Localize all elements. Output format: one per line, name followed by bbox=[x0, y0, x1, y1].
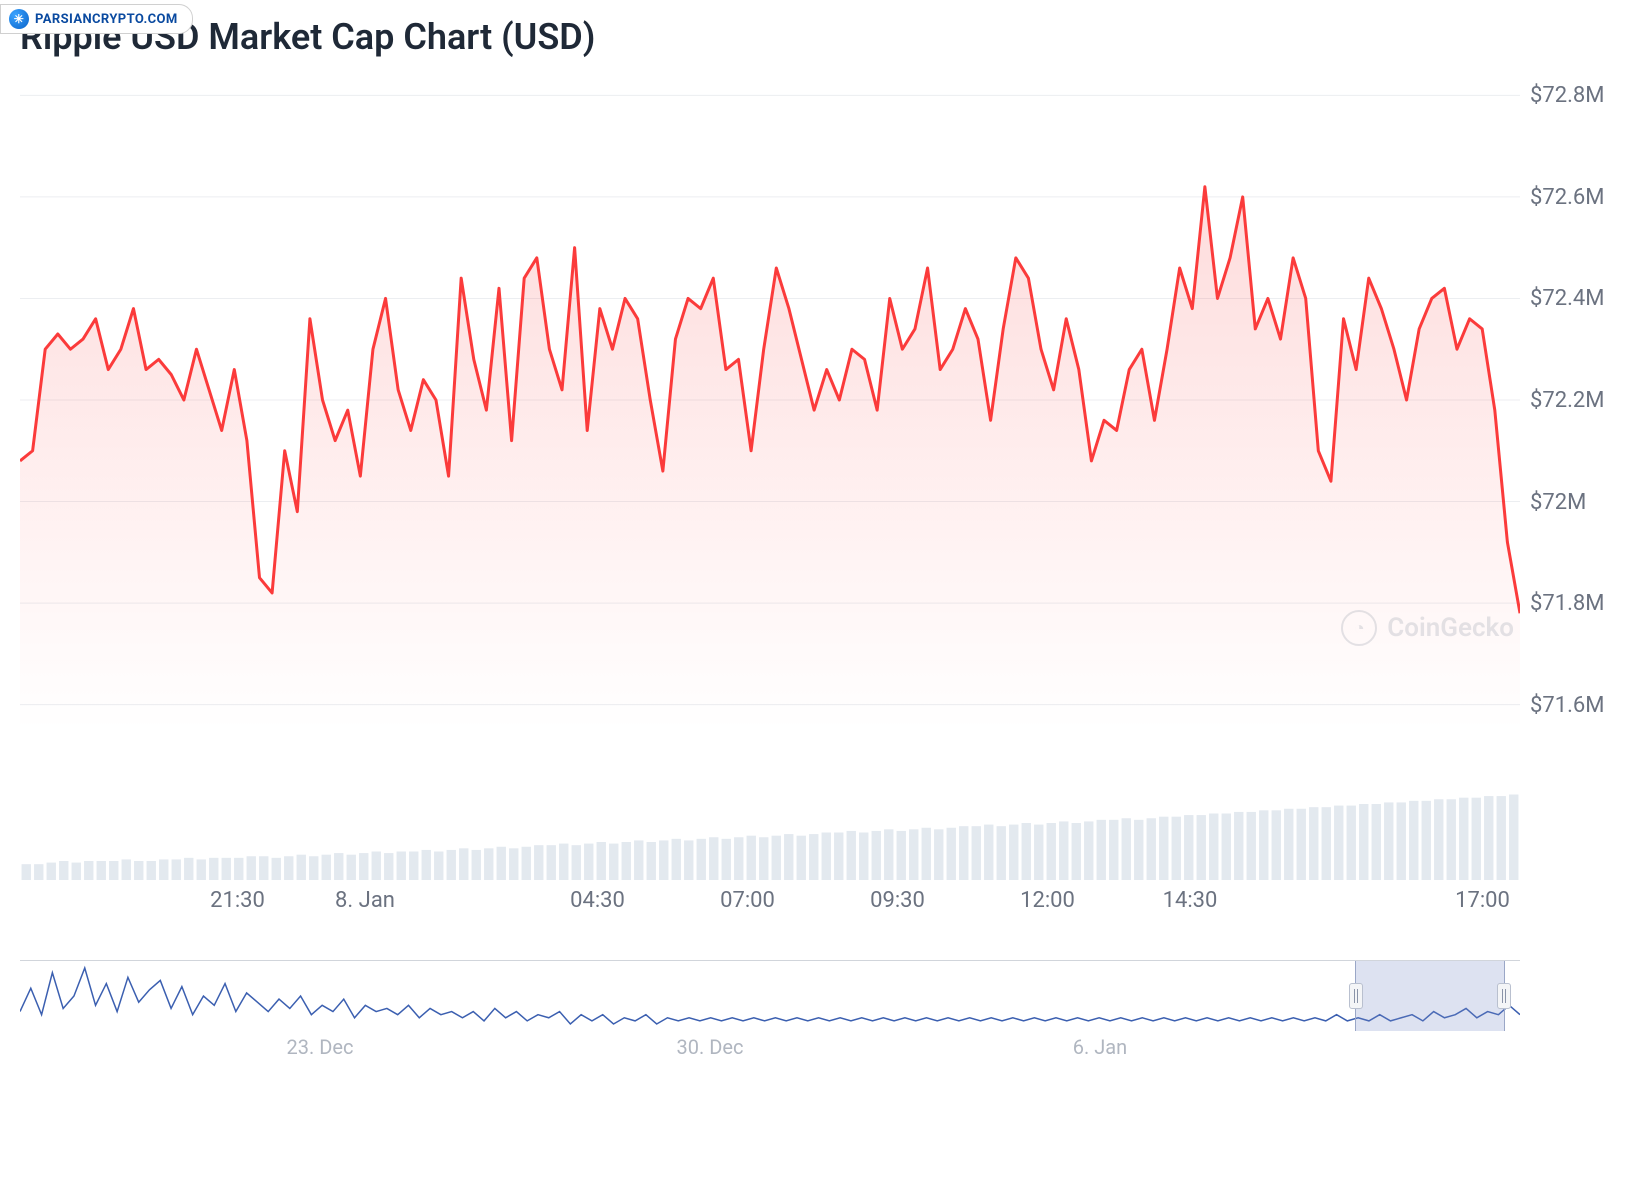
y-tick-label: $72.4M bbox=[1530, 286, 1604, 311]
x-axis-labels: 21:30 8. Jan 04:30 07:00 09:30 12:00 14:30 17:0… bbox=[20, 888, 1520, 928]
x-tick-label: 21:30 bbox=[210, 888, 265, 913]
y-tick-label: $72M bbox=[1530, 490, 1586, 515]
x-tick-label: 09:30 bbox=[870, 888, 925, 913]
main-chart[interactable] bbox=[20, 70, 1520, 730]
x-tick-label: 07:00 bbox=[720, 888, 775, 913]
navigator-x-labels: 23. Dec 30. Dec 6. Jan bbox=[20, 1035, 1520, 1059]
y-axis-labels: $71.6M $71.8M $72M $72.2M $72.4M $72.6M $72.8M bbox=[1530, 70, 1630, 730]
source-badge-text: PARSIANCRYPTO.COM bbox=[35, 12, 178, 27]
navigator-x-label: 23. Dec bbox=[287, 1035, 354, 1059]
y-tick-label: $72.2M bbox=[1530, 388, 1604, 413]
watermark-text: CoinGecko bbox=[1387, 613, 1514, 643]
source-logo-icon: ✳ bbox=[9, 9, 29, 29]
y-tick-label: $71.8M bbox=[1530, 591, 1604, 616]
y-tick-label: $72.8M bbox=[1530, 83, 1604, 108]
navigator-x-label: 6. Jan bbox=[1073, 1035, 1127, 1059]
x-tick-label: 14:30 bbox=[1163, 888, 1218, 913]
source-badge: ✳ PARSIANCRYPTO.COM bbox=[0, 4, 193, 34]
x-tick-label: 04:30 bbox=[570, 888, 625, 913]
volume-chart bbox=[20, 790, 1520, 880]
range-handle-right[interactable] bbox=[1497, 983, 1511, 1009]
y-tick-label: $71.6M bbox=[1530, 693, 1604, 718]
coingecko-icon: ◔ bbox=[1341, 610, 1377, 646]
navigator-x-label: 30. Dec bbox=[677, 1035, 744, 1059]
range-navigator[interactable]: 23. Dec 30. Dec 6. Jan bbox=[20, 960, 1520, 1060]
y-tick-label: $72.6M bbox=[1530, 185, 1604, 210]
x-tick-label: 17:00 bbox=[1455, 888, 1510, 913]
x-tick-label: 12:00 bbox=[1020, 888, 1075, 913]
x-tick-label: 8. Jan bbox=[335, 888, 395, 913]
range-selection[interactable] bbox=[1355, 961, 1505, 1031]
range-handle-left[interactable] bbox=[1349, 983, 1363, 1009]
watermark: ◔ CoinGecko bbox=[1341, 610, 1514, 646]
